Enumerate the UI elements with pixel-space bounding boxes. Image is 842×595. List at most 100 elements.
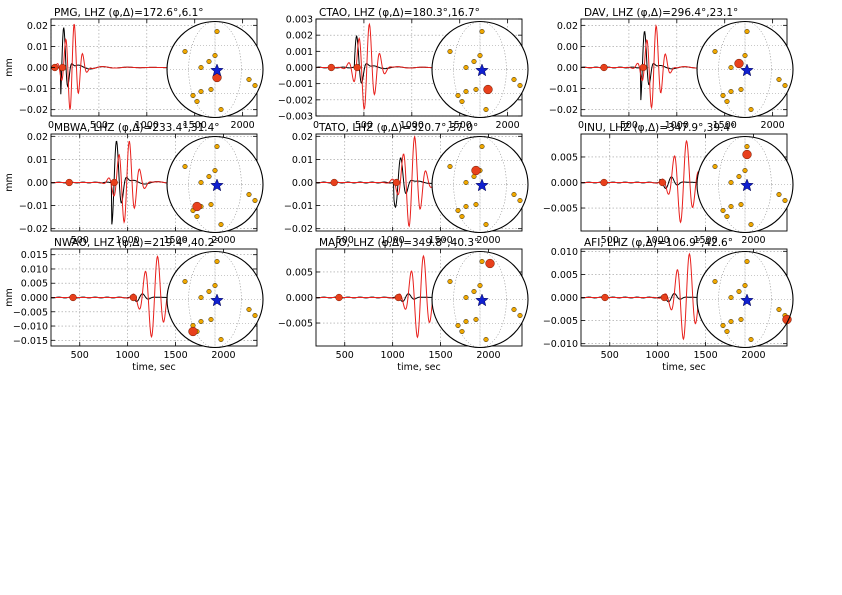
meridian-line (453, 136, 507, 233)
station-dot (455, 323, 461, 329)
station-dot (742, 53, 748, 59)
y-tick-label: 0.01 (292, 155, 313, 166)
y-tick-label: −0.005 (543, 204, 578, 215)
station-marker-philippines (734, 58, 744, 69)
y-tick-label: −0.01 (549, 84, 578, 95)
station-dot (455, 207, 461, 213)
station-dot (483, 106, 489, 112)
station-dot (252, 313, 258, 319)
x-tick-label: 500 (601, 235, 619, 246)
x-tick-label: 1500 (428, 350, 452, 361)
station-dot (194, 213, 200, 219)
x-tick-label: 1000 (381, 235, 405, 246)
y-tick-label: −0.02 (19, 105, 48, 116)
x-tick-label: 1000 (646, 235, 670, 246)
station-dot (190, 92, 196, 98)
station-dot (212, 283, 218, 289)
station-dot (517, 313, 523, 319)
x-axis-label: time, sec (397, 362, 441, 373)
panel-title: PMG, LHZ (φ,Δ)=172.6°,6.1° (54, 7, 204, 19)
y-tick-label: 0.010 (551, 247, 578, 258)
globe-inset (431, 250, 529, 349)
meridian-line (718, 251, 772, 348)
x-tick-label: 2000 (231, 120, 255, 131)
window-marker (394, 293, 403, 302)
x-tick-label: 1500 (448, 120, 472, 131)
globe-inset (696, 20, 794, 119)
station-dot (483, 337, 489, 343)
station-dot (744, 29, 750, 35)
globe-inset (431, 20, 529, 119)
x-tick-label: 2000 (741, 350, 765, 361)
station-dot (206, 289, 212, 295)
globe-inset (696, 250, 794, 349)
y-tick-label: −0.02 (284, 224, 313, 235)
station-dot (473, 317, 479, 323)
y-tick-label: 0.010 (21, 264, 48, 275)
station-dot (736, 289, 742, 295)
panel-ctao: 0 500 1000 1500 2000 −0.003 −0.002 −0.001 0.000 0… (278, 7, 529, 131)
x-axis-label: time, sec (662, 362, 706, 373)
window-marker (658, 178, 667, 187)
globe-inset (166, 135, 264, 234)
source-star-icon (210, 178, 224, 192)
station-dot (214, 29, 220, 35)
panel-nwao: 500 1000 1500 2000 −0.015 −0.010 −0.005 0.000 0.… (13, 237, 264, 361)
station-dot (246, 76, 252, 82)
y-tick-label: −0.01 (284, 201, 313, 212)
y-tick-label: 0.000 (551, 293, 578, 304)
station-dot (776, 191, 782, 197)
station-dot (744, 259, 750, 265)
y-tick-label: 0.00 (27, 178, 48, 189)
source-star-icon (475, 293, 489, 307)
x-tick-label: 1500 (428, 235, 452, 246)
station-dot (463, 179, 469, 185)
station-dot (511, 76, 517, 82)
window-marker (58, 63, 67, 72)
x-tick-label: 500 (71, 235, 89, 246)
globe-inset (431, 135, 529, 234)
station-dot (736, 173, 742, 179)
station-dot (463, 295, 469, 301)
station-dot (479, 143, 485, 149)
y-tick-label: −0.003 (278, 112, 313, 123)
y-tick-label: 0.003 (286, 15, 313, 26)
station-dot (712, 163, 718, 169)
panel-mbwa: 500 1000 1500 2000 −0.02 −0.01 0.00 0.01 0.02 MBW… (19, 122, 264, 246)
window-marker (600, 178, 608, 187)
y-tick-label: −0.02 (19, 224, 48, 235)
station-dot (471, 289, 477, 295)
globe-inset (696, 135, 794, 234)
station-dot (720, 323, 726, 329)
y-tick-label: 0.00 (27, 63, 48, 74)
x-tick-label: 1000 (116, 350, 140, 361)
station-dot (463, 203, 469, 209)
y-tick-label: −0.01 (19, 84, 48, 95)
window-marker (327, 63, 335, 72)
x-axis-label: time, sec (132, 362, 176, 373)
window-marker (110, 178, 118, 187)
x-tick-label: 2000 (476, 235, 500, 246)
globe-outline (166, 20, 264, 119)
station-dot (206, 173, 212, 179)
station-dot (477, 53, 483, 59)
station-dot (720, 207, 726, 213)
station-dot (724, 329, 730, 335)
panel-afi: 500 1000 1500 2000 −0.010 −0.005 0.000 0.005 0.0… (543, 237, 794, 361)
y-tick-label: 0.00 (292, 178, 313, 189)
station-dot (511, 307, 517, 313)
station-dot (182, 163, 188, 169)
station-dot (182, 279, 188, 285)
x-tick-label: 0 (48, 120, 54, 131)
window-marker (69, 293, 77, 302)
station-dot (218, 221, 224, 227)
y-tick-label: −0.005 (13, 307, 48, 318)
station-dot (447, 163, 453, 169)
x-tick-label: 2000 (211, 350, 235, 361)
station-dot (511, 191, 517, 197)
y-tick-label: −0.015 (13, 336, 48, 347)
x-tick-label: 500 (71, 350, 89, 361)
station-dot (728, 203, 734, 209)
panel-title: MAJO, LHZ (φ,Δ)=349.8°,40.3° (319, 237, 479, 249)
